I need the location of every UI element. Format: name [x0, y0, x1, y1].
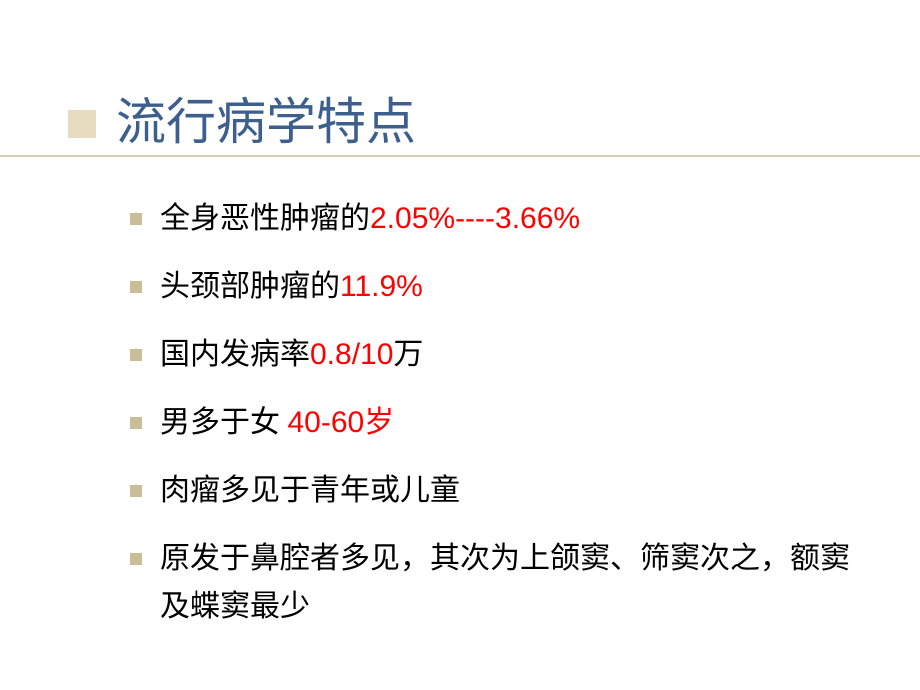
bullet-text: 肉瘤多见于青年或儿童 — [160, 467, 460, 515]
bullet-item: 国内发病率0.8/10万 — [130, 331, 850, 379]
bullet-square-icon — [130, 281, 142, 293]
bullet-square-icon — [130, 349, 142, 361]
plain-text: 肉瘤多见于青年或儿童 — [160, 474, 460, 507]
bullet-text: 全身恶性肿瘤的2.05%----3.66% — [160, 195, 580, 243]
bullet-item: 男多于女 40-60岁 — [130, 399, 850, 447]
plain-text: 国内发病率 — [160, 338, 310, 371]
plain-text: 男多于女 — [160, 406, 288, 439]
bullet-item: 全身恶性肿瘤的2.05%----3.66% — [130, 195, 850, 243]
bullet-text: 国内发病率0.8/10万 — [160, 331, 423, 379]
plain-text: 头颈部肿瘤的 — [160, 270, 340, 303]
highlight-text: 岁 — [364, 406, 394, 439]
highlight-text: 40-60 — [288, 406, 365, 439]
slide-title: 流行病学特点 — [116, 82, 416, 154]
plain-text: 原发于鼻腔者多见，其次为上颌窦、筛窦次之，额窦及蝶窦最少 — [160, 542, 850, 623]
bullet-text: 男多于女 40-60岁 — [160, 399, 394, 447]
bullet-text: 头颈部肿瘤的11.9% — [160, 263, 423, 311]
bullet-item: 头颈部肿瘤的11.9% — [130, 263, 850, 311]
bullet-item: 原发于鼻腔者多见，其次为上颌窦、筛窦次之，额窦及蝶窦最少 — [130, 535, 850, 631]
highlight-text: 0.8/10 — [310, 338, 393, 371]
title-decorative-square — [68, 110, 96, 138]
bullet-square-icon — [130, 553, 142, 565]
highlight-text: 11.9% — [340, 270, 423, 303]
title-block: 流行病学特点 — [68, 82, 416, 154]
highlight-text: 2.05%----3.66% — [370, 202, 580, 235]
bullet-square-icon — [130, 417, 142, 429]
title-underline — [0, 155, 920, 157]
bullet-square-icon — [130, 485, 142, 497]
plain-text: 万 — [393, 338, 423, 371]
bullet-item: 肉瘤多见于青年或儿童 — [130, 467, 850, 515]
bullet-text: 原发于鼻腔者多见，其次为上颌窦、筛窦次之，额窦及蝶窦最少 — [160, 535, 850, 631]
bullet-square-icon — [130, 213, 142, 225]
plain-text: 全身恶性肿瘤的 — [160, 202, 370, 235]
bullet-list: 全身恶性肿瘤的2.05%----3.66% 头颈部肿瘤的11.9% 国内发病率0.8… — [130, 195, 850, 651]
